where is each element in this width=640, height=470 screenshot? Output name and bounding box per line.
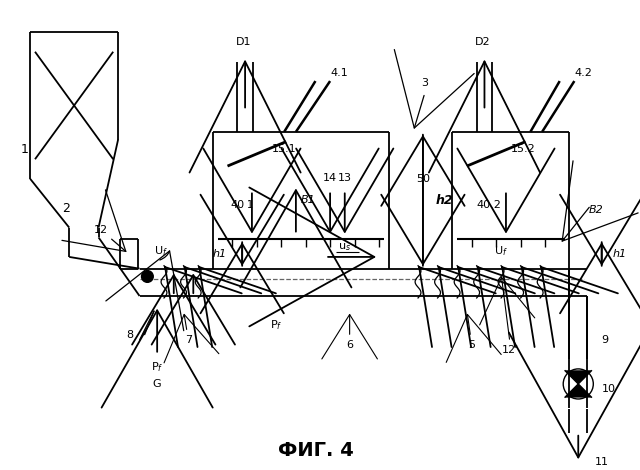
Text: P$_f$: P$_f$ bbox=[270, 318, 283, 332]
Text: 6: 6 bbox=[322, 314, 378, 359]
Text: u$_s$: u$_s$ bbox=[338, 241, 351, 253]
Text: 8: 8 bbox=[126, 330, 133, 340]
Text: 4.2: 4.2 bbox=[574, 68, 592, 78]
Text: 15.2: 15.2 bbox=[511, 144, 536, 155]
Text: 5: 5 bbox=[446, 314, 501, 362]
Text: h1: h1 bbox=[612, 249, 627, 259]
Text: G: G bbox=[153, 379, 161, 389]
Text: 40: 40 bbox=[230, 200, 244, 210]
Text: 50: 50 bbox=[416, 174, 430, 184]
Text: D2: D2 bbox=[475, 37, 490, 47]
Text: 12: 12 bbox=[62, 190, 126, 251]
Text: 10: 10 bbox=[602, 384, 616, 394]
Text: U$_f$: U$_f$ bbox=[494, 244, 508, 258]
Text: ФИГ. 4: ФИГ. 4 bbox=[278, 441, 353, 460]
Text: 14: 14 bbox=[323, 173, 337, 183]
Text: 7: 7 bbox=[164, 314, 219, 363]
Text: 13: 13 bbox=[338, 173, 352, 183]
Text: B1: B1 bbox=[301, 195, 316, 205]
Text: D1: D1 bbox=[236, 37, 251, 47]
Polygon shape bbox=[564, 370, 592, 384]
Polygon shape bbox=[564, 384, 592, 398]
Text: 1: 1 bbox=[20, 143, 28, 156]
Text: U$_f$: U$_f$ bbox=[154, 244, 168, 258]
Text: 1: 1 bbox=[247, 200, 253, 210]
Text: P$_f$: P$_f$ bbox=[151, 360, 163, 374]
Text: 4.1: 4.1 bbox=[330, 68, 348, 78]
Text: 11: 11 bbox=[595, 457, 609, 467]
Text: 12': 12' bbox=[479, 277, 535, 355]
Circle shape bbox=[141, 271, 153, 282]
Text: 15.1: 15.1 bbox=[271, 144, 296, 155]
Text: B2: B2 bbox=[589, 205, 604, 215]
Text: h1: h1 bbox=[212, 249, 227, 259]
Text: 40.2: 40.2 bbox=[477, 200, 502, 210]
Text: h2: h2 bbox=[436, 194, 453, 207]
Text: 9: 9 bbox=[602, 335, 609, 345]
Text: 3: 3 bbox=[421, 78, 428, 88]
Text: 2: 2 bbox=[62, 202, 70, 215]
